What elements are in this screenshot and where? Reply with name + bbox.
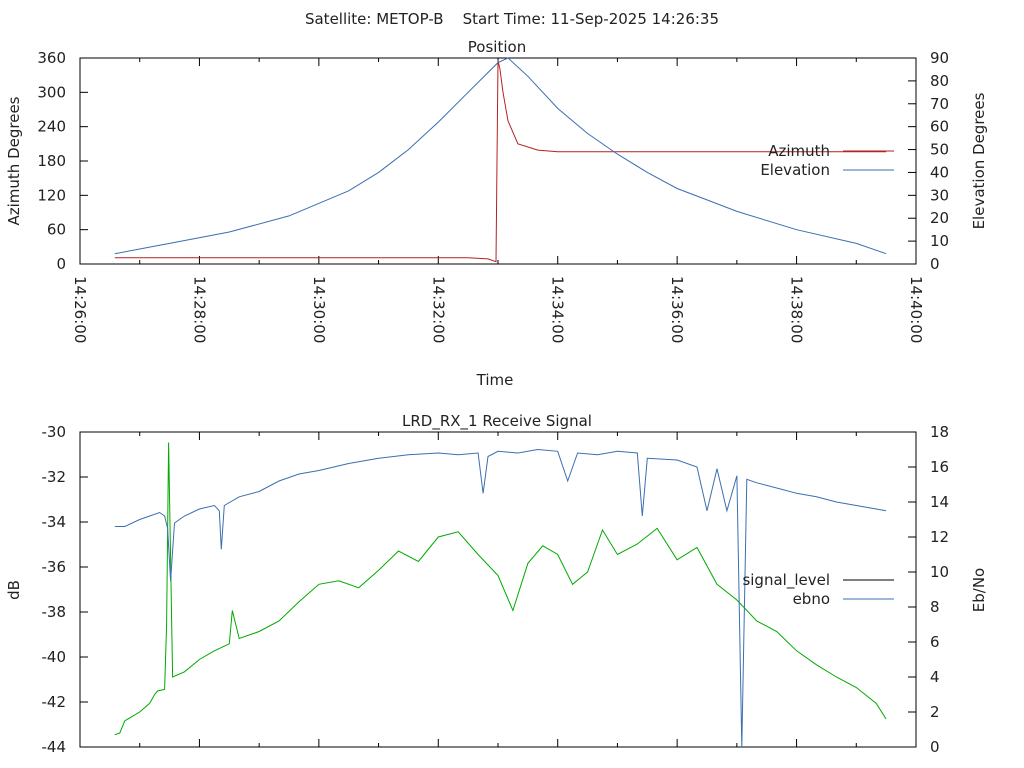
y2-tick-label: 80 (930, 72, 949, 90)
time-axis-label: Time (476, 371, 514, 389)
y-tick-label: 0 (56, 255, 66, 273)
y2-tick-label: 20 (930, 209, 949, 227)
legend-elevation-label: Elevation (760, 161, 830, 179)
y-tick-label: 60 (47, 221, 66, 239)
azimuth-axis-ticks: 0 60 120 180 240 300 360 (37, 49, 88, 273)
page-title: Satellite: METOP-B Start Time: 11-Sep-20… (305, 10, 719, 28)
legend-ebno-label: ebno (793, 590, 830, 608)
db-axis-label: dB (5, 580, 23, 600)
y-tick-label: -44 (42, 738, 67, 756)
y2-tick-label: 16 (930, 458, 949, 476)
x-tick-label: 14:26:00 (71, 276, 89, 343)
x-tick-label: 14:36:00 (668, 276, 686, 343)
azimuth-axis-label: Azimuth Degrees (5, 96, 23, 225)
receive-plot-frame (79, 431, 917, 748)
legend-signal-level-label: signal_level (742, 571, 830, 590)
series-line-elevation (114, 57, 887, 255)
receive-series (114, 442, 887, 748)
y2-tick-label: 0 (930, 255, 940, 273)
series-line-azimuth (114, 60, 887, 263)
series-line-ebno (114, 448, 887, 748)
y2-tick-label: 10 (930, 232, 949, 250)
y-tick-label: 240 (37, 118, 66, 136)
receive-legend: signal_level ebno (742, 571, 894, 608)
ebno-axis-ticks: 0 2 4 6 8 10 12 14 16 18 (908, 423, 949, 756)
y2-tick-label: 2 (930, 703, 940, 721)
y-tick-label: 300 (37, 83, 66, 101)
position-chart: Position 0 60 120 180 240 300 360 0 10 20 30 40 50 6… (5, 38, 988, 389)
position-series (114, 57, 887, 263)
y-tick-label: -32 (42, 468, 67, 486)
y-tick-label: -30 (42, 423, 67, 441)
y2-tick-label: 50 (930, 141, 949, 159)
y2-tick-label: 90 (930, 49, 949, 67)
y-tick-label: 120 (37, 186, 66, 204)
y-tick-label: -42 (42, 693, 67, 711)
y-tick-label: -38 (42, 603, 67, 621)
legend-azimuth-label: Azimuth (768, 142, 830, 160)
x-tick-label: 14:34:00 (549, 276, 567, 343)
receive-time-axis-ticks (79, 432, 917, 747)
time-axis-ticks: 14:26:00 14:28:00 14:30:00 14:32:00 14:34:00… (71, 58, 925, 343)
db-axis-ticks: -44 -42 -40 -38 -36 -34 -32 -30 (42, 423, 88, 756)
y2-tick-label: 10 (930, 563, 949, 581)
receive-signal-chart: LRD_RX_1 Receive Signal -44-42-40-38-36-… (5, 412, 988, 756)
y-tick-label: -40 (42, 648, 67, 666)
y-tick-label: 360 (37, 49, 66, 67)
x-tick-label: 14:28:00 (190, 276, 208, 343)
receive-chart-title: LRD_RX_1 Receive Signal (402, 412, 592, 431)
x-tick-label: 14:32:00 (429, 276, 447, 343)
y-tick-label: 180 (37, 152, 66, 170)
y2-tick-label: 14 (930, 493, 949, 511)
y2-tick-label: 30 (930, 186, 949, 204)
x-tick-label: 14:40:00 (907, 276, 925, 343)
y2-tick-label: 6 (930, 633, 940, 651)
y2-tick-label: 0 (930, 738, 940, 756)
y2-tick-label: 40 (930, 163, 949, 181)
elevation-axis-ticks: 0 10 20 30 40 50 60 70 80 90 (908, 49, 949, 273)
y2-tick-label: 4 (930, 668, 940, 686)
position-chart-title: Position (468, 38, 526, 56)
y2-tick-label: 70 (930, 95, 949, 113)
ebno-axis-label: Eb/No (970, 568, 988, 612)
position-legend: Azimuth Elevation (760, 142, 894, 179)
y2-tick-label: 18 (930, 423, 949, 441)
y-tick-label: -36 (42, 558, 67, 576)
y2-tick-label: 8 (930, 598, 940, 616)
y-tick-label: -34 (42, 513, 67, 531)
x-tick-label: 14:30:00 (310, 276, 328, 343)
elevation-axis-label: Elevation Degrees (970, 92, 988, 229)
y2-tick-label: 12 (930, 528, 949, 546)
y2-tick-label: 60 (930, 118, 949, 136)
x-tick-label: 14:38:00 (788, 276, 806, 343)
